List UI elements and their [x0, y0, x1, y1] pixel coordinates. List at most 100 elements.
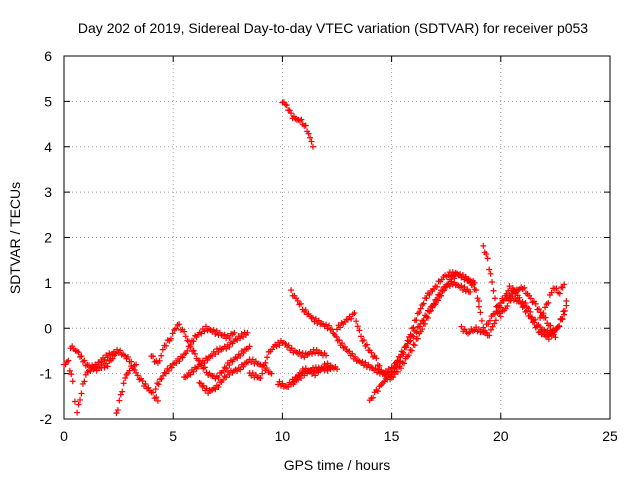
data-point [298, 375, 305, 382]
data-point [427, 307, 434, 314]
data-point [413, 317, 420, 324]
data-point [78, 390, 85, 397]
data-point [404, 337, 411, 344]
series-track-d [152, 323, 238, 393]
data-point [485, 320, 492, 327]
data-point [542, 314, 549, 321]
data-point [202, 323, 209, 330]
series-track-a [61, 346, 161, 416]
data-point [237, 335, 244, 342]
data-point [401, 344, 408, 351]
data-point [457, 271, 464, 278]
data-point [373, 355, 380, 362]
data-point [158, 352, 165, 359]
data-point [98, 358, 105, 365]
data-point [290, 381, 297, 388]
data-point [449, 269, 456, 276]
data-point [553, 285, 560, 292]
data-point [334, 366, 340, 373]
data-point [101, 364, 108, 371]
data-point [359, 337, 366, 344]
data-point [474, 295, 481, 302]
data-point [172, 325, 179, 332]
data-point [212, 386, 219, 393]
data-point [165, 367, 172, 374]
x-tick-label: 25 [602, 428, 618, 444]
data-point [79, 358, 86, 365]
data-point [234, 337, 241, 344]
data-point [473, 287, 480, 294]
data-point [458, 282, 465, 289]
data-point [544, 332, 551, 339]
series-track-b [113, 361, 140, 417]
data-point [336, 337, 343, 344]
data-point [240, 363, 247, 370]
data-point [215, 384, 222, 391]
data-point [540, 310, 547, 317]
data-point [352, 353, 359, 360]
data-point [536, 306, 543, 313]
data-point [436, 291, 443, 298]
y-axis-label: SDTVAR / TECUs [7, 182, 23, 294]
data-point [354, 323, 361, 330]
data-point [394, 361, 401, 368]
data-point [249, 370, 256, 377]
data-point [475, 298, 482, 305]
data-point [210, 326, 217, 333]
data-point [122, 375, 129, 382]
plot-frame [63, 55, 611, 420]
y-tick-label: 0 [44, 320, 52, 336]
data-point [509, 285, 516, 292]
data-point [372, 365, 379, 372]
data-point [400, 351, 407, 358]
data-point [548, 332, 555, 339]
data-point [204, 357, 211, 364]
data-point [475, 303, 482, 310]
data-point [77, 353, 84, 360]
data-point [113, 410, 120, 417]
data-point [487, 270, 494, 277]
data-point [192, 350, 199, 357]
data-point [417, 305, 424, 312]
data-point [249, 356, 256, 363]
data-point [521, 284, 528, 291]
data-point [286, 107, 293, 114]
data-point [288, 110, 295, 117]
series-track-g [246, 337, 330, 382]
data-point [480, 242, 487, 249]
data-point [518, 300, 525, 307]
data-point [487, 326, 494, 333]
y-tick-label: -2 [40, 411, 53, 427]
data-point [302, 307, 309, 314]
data-point [114, 407, 121, 414]
data-point [423, 295, 430, 302]
data-point [491, 295, 498, 302]
data-point [403, 343, 410, 350]
data-point [521, 303, 528, 310]
data-point [547, 322, 554, 329]
data-point [257, 375, 264, 382]
data-point [328, 326, 335, 333]
data-point [69, 378, 76, 385]
data-point [169, 330, 176, 337]
data-point [486, 266, 493, 273]
data-point [467, 288, 474, 295]
data-point [176, 358, 183, 365]
data-point [152, 386, 159, 393]
data-point [237, 366, 244, 373]
data-point [288, 345, 295, 352]
data-point [176, 321, 183, 328]
series-track-p [475, 283, 570, 343]
data-point [231, 329, 238, 336]
data-point [119, 388, 126, 395]
data-point [220, 367, 227, 374]
data-point [397, 365, 404, 372]
data-point [240, 350, 247, 357]
data-point [117, 347, 124, 354]
y-tick-label: 2 [44, 230, 52, 246]
data-point [117, 391, 124, 398]
data-point [425, 314, 431, 321]
x-tick-label: 15 [384, 428, 400, 444]
data-point [283, 102, 290, 109]
data-point [77, 396, 84, 403]
